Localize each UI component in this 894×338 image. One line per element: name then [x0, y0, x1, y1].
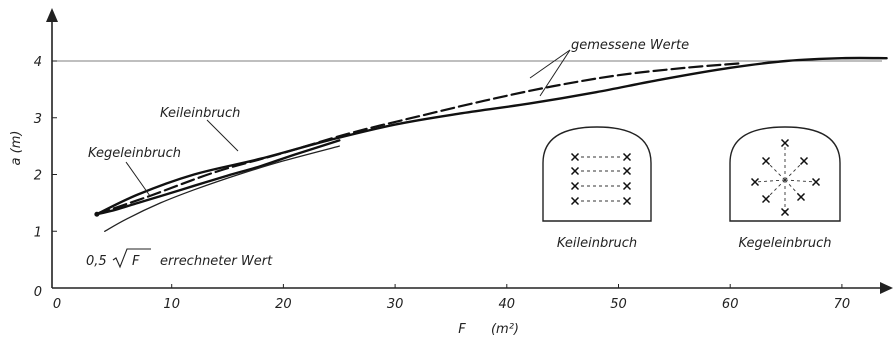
cone-hole-5	[763, 196, 770, 203]
x-tick-label-30: 30	[387, 297, 404, 312]
wedge-blast-holes	[572, 154, 631, 205]
wedge-hole-left-1	[572, 168, 579, 175]
series-line-2	[97, 63, 742, 214]
y-axis-title: a (m)	[9, 131, 24, 166]
cone-hole-7	[782, 209, 789, 216]
annotation-measured: gemessene Werte	[530, 38, 689, 96]
label-errechneter-wert: errechneter Wert	[160, 254, 273, 269]
wedge-hole-left-0	[572, 154, 579, 161]
inset-label-kegeleinbruch: Kegeleinbruch	[739, 236, 832, 251]
cone-hole-4	[813, 179, 820, 186]
x-tick-label-20: 20	[275, 297, 292, 312]
x-axis-title: F	[458, 322, 466, 337]
cone-hole-2	[801, 158, 808, 165]
annotation-formula: 0,5 F errechneter Wert	[86, 249, 273, 269]
y-tick-label-0: 0	[34, 285, 42, 300]
series-start-point	[94, 212, 99, 217]
series-layer	[94, 58, 886, 231]
leader-measured-1	[530, 50, 570, 78]
wedge-hole-right-3	[624, 198, 631, 205]
formula-coefficient: 0,5	[86, 254, 107, 269]
x-tick-label-70: 70	[834, 297, 851, 312]
x-tick-label-10: 10	[163, 297, 180, 312]
wedge-hole-right-0	[624, 154, 631, 161]
x-tick-label-50: 50	[610, 297, 627, 312]
cone-guide-3	[755, 180, 785, 182]
wedge-hole-right-2	[624, 183, 631, 190]
y-tick-label-1: 1	[34, 225, 42, 240]
wedge-hole-left-3	[572, 198, 579, 205]
label-gemessene-werte: gemessene Werte	[571, 38, 689, 53]
x-tick-label-40: 40	[499, 297, 516, 312]
x-tick-label-60: 60	[722, 297, 739, 312]
cone-hole-0	[782, 140, 789, 147]
label-keileinbruch: Keileinbruch	[160, 106, 240, 121]
x-tick-label-0: 0	[53, 297, 61, 312]
series-line-0	[97, 58, 887, 214]
y-tick-label-3: 3	[34, 112, 42, 127]
inset-cone-cut: Kegeleinbruch	[730, 127, 840, 251]
wedge-hole-right-1	[624, 168, 631, 175]
y-tick-label-2: 2	[34, 169, 42, 184]
annotation-wedge: Keileinbruch	[160, 106, 240, 151]
inset-wedge-cut: Keileinbruch	[543, 127, 651, 251]
cone-blast-holes	[752, 140, 820, 216]
leader-cone	[126, 162, 150, 196]
formula-variable: F	[132, 254, 140, 269]
y-tick-label-4: 4	[34, 55, 42, 70]
tunnel-profile-wedge	[543, 127, 651, 221]
inset-label-keileinbruch: Keileinbruch	[557, 236, 637, 251]
cone-hole-6	[798, 194, 805, 201]
cone-hole-3	[752, 179, 759, 186]
axis-ticks: 0 10 20 30 40 50 60 70 0 1 2 3 4	[34, 55, 850, 312]
y-axis-arrow	[46, 8, 58, 22]
leader-wedge	[207, 120, 238, 151]
leader-measured-2	[540, 50, 570, 96]
label-kegeleinbruch: Kegeleinbruch	[88, 146, 181, 161]
cone-guide-4	[785, 180, 816, 182]
x-axis-arrow	[880, 282, 893, 294]
x-axis-unit: (m²)	[491, 322, 519, 337]
cone-hole-1	[763, 158, 770, 165]
wedge-hole-left-2	[572, 183, 579, 190]
